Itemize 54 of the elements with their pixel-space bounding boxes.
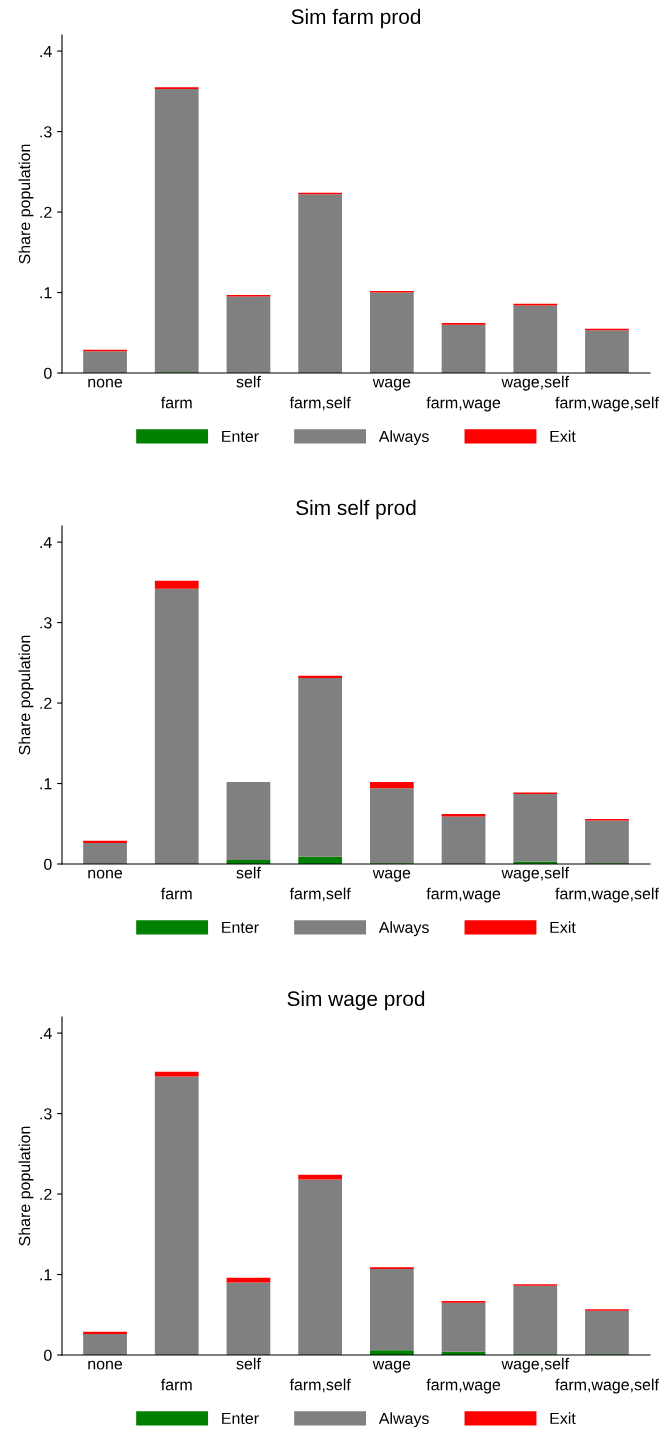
x-tick-label: self [236,866,261,879]
x-tick-label: farm [160,887,192,900]
y-tick-label: 0 [44,858,52,870]
legend-label: Enter [222,430,259,443]
x-tick-label: farm,wage,self [555,396,659,412]
x-tick-label: farm,wage [426,1378,501,1394]
chart-title: Sim self prod [296,499,416,520]
y-tick-label: 0 [44,1349,52,1361]
y-axis-title: Share population [18,144,34,264]
x-tick-label: farm,self [289,396,351,411]
legend-label: Always [378,1412,429,1428]
y-tick-label: .4 [40,536,52,548]
legend-label: Exit [550,430,576,442]
x-tick-label: wage [372,869,411,882]
x-tick-label: farm,self [289,1378,351,1393]
legend-label: Exit [550,1412,576,1424]
x-tick-label: self [236,375,261,388]
y-tick-label: .3 [40,126,52,138]
y-tick-label: .3 [40,1108,52,1120]
chart-title: Sim wage prod [287,990,425,1011]
legend-label: Always [378,921,429,937]
x-tick-label: wage,self [501,375,570,391]
y-axis-title: Share population [18,635,34,755]
x-tick-label: farm,wage [426,887,501,903]
x-tick-label: wage,self [501,1357,570,1373]
x-tick-label: farm,wage [426,396,501,412]
x-tick-label: wage [372,378,411,391]
legend-label: Enter [222,921,259,934]
x-tick-label: farm,wage,self [555,1378,659,1394]
x-tick-label: none [88,869,123,879]
legend-label: Enter [222,1412,259,1425]
y-tick-label: .2 [40,1188,52,1200]
x-tick-label: wage [372,1360,411,1373]
legend-label: Exit [550,921,576,933]
legend-label: Always [378,430,429,446]
y-tick-label: 0 [44,367,52,379]
x-tick-label: farm,wage,self [555,887,659,903]
y-tick-label: .2 [40,697,52,709]
x-tick-label: farm [160,1378,192,1391]
x-tick-label: none [88,378,123,388]
y-tick-label: .2 [40,206,52,218]
y-tick-label: .4 [40,1027,52,1039]
y-axis-title: Share population [18,1126,34,1246]
x-tick-label: self [236,1357,261,1370]
x-tick-label: farm,self [289,887,351,902]
y-tick-label: .1 [40,778,52,790]
chart-title: Sim farm prod [291,8,421,29]
y-tick-label: .3 [40,617,52,629]
x-tick-label: wage,self [501,866,570,882]
y-tick-label: .1 [40,1269,52,1281]
x-tick-label: farm [160,396,192,409]
y-tick-label: .1 [40,287,52,299]
x-tick-label: none [88,1360,123,1370]
y-tick-label: .4 [40,45,52,57]
